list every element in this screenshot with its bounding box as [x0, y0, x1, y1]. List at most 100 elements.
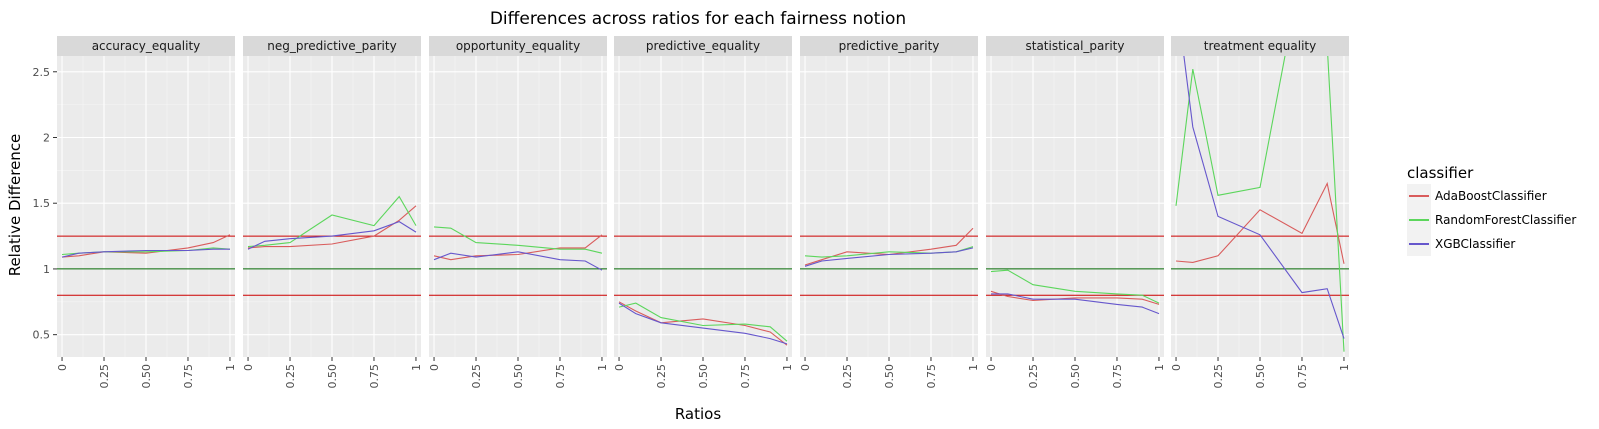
series-line: [61, 248, 230, 258]
series-line: [1175, 181, 1345, 264]
legend: classifier AdaBoostClassifier RandomFores…: [1407, 164, 1576, 256]
facet-strip-label: neg_predictive_parity: [267, 39, 396, 53]
x-tick-label: 0: [613, 364, 626, 371]
y-tick-label: 2: [43, 131, 50, 144]
facet-strip: [429, 36, 607, 56]
facet-panels: accuracy_equality 0 0.25 0.50 0.75 1 0.5 1 1.5 2 2…: [33, 36, 1351, 389]
x-tick-label: 0.75: [182, 364, 195, 389]
facet-panel: statistical_parity 0 0.25 0.50 0.75 1: [985, 36, 1166, 389]
y-tick-label: 1.5: [33, 197, 51, 210]
facet-panel: predictive_parity 0 0.25 0.50 0.75 1: [799, 36, 980, 389]
x-axis-title: Ratios: [675, 405, 722, 423]
series-line: [990, 269, 1160, 304]
x-tick-label: 0.25: [1212, 364, 1225, 389]
facet-strip: [986, 36, 1164, 56]
series-line: [1183, 56, 1345, 339]
facet-plot-content: [986, 56, 1164, 357]
facet-strip: [243, 36, 421, 56]
facet-panel: predictive_equality 0 0.25 0.50 0.75 1: [613, 36, 794, 389]
series-line: [618, 302, 788, 345]
facet-strip-label: predictive_parity: [839, 39, 940, 53]
series-line: [433, 251, 603, 271]
series-line: [433, 226, 603, 254]
series-line: [1175, 56, 1345, 352]
x-tick-label: 0.25: [655, 364, 668, 389]
facet-strip-label: treatment equality: [1204, 39, 1316, 53]
series-line: [804, 247, 974, 267]
x-tick-label: 0.25: [470, 364, 483, 389]
series-line: [247, 195, 417, 248]
x-tick-label: 0.25: [98, 364, 111, 389]
facet-panel: treatment equality 0 0.25 0.50 0.75 1: [1170, 36, 1351, 389]
x-tick-label: 1: [781, 364, 794, 371]
legend-entry: RandomForestClassifier: [1407, 208, 1576, 232]
series-line: [618, 301, 788, 346]
legend-label: XGBClassifier: [1435, 237, 1515, 251]
legend-label: RandomForestClassifier: [1435, 213, 1576, 227]
facet-strip-label: predictive_equality: [646, 39, 760, 53]
x-tick-label: 0: [242, 364, 255, 371]
x-tick-label: 0.75: [368, 364, 381, 389]
facet-strip: [800, 36, 978, 56]
x-tick-label: 0.25: [284, 364, 297, 389]
x-tick-label: 1: [224, 364, 237, 371]
facet-strip-label: accuracy_equality: [92, 39, 201, 53]
x-tick-label: 0: [985, 364, 998, 371]
x-tick-label: 0.75: [554, 364, 567, 389]
x-tick-label: 0.50: [1254, 364, 1267, 389]
x-tick-label: 1: [596, 364, 609, 371]
x-tick-label: 0: [799, 364, 812, 371]
x-tick-label: 0.50: [512, 364, 525, 389]
y-tick-label: 0.5: [33, 329, 51, 342]
x-tick-label: 1: [967, 364, 980, 371]
facet-plot-content: [243, 56, 421, 357]
chart-title: Differences across ratios for each fairn…: [490, 9, 906, 29]
facet-plot-content: [57, 56, 235, 357]
facet-strip: [1171, 36, 1349, 56]
x-tick-label: 1: [410, 364, 423, 371]
y-tick-label: 2.5: [33, 66, 51, 79]
x-tick-label: 0.75: [925, 364, 938, 389]
series-line: [991, 293, 1160, 315]
x-tick-label: 1: [1338, 364, 1351, 371]
legend-entry: AdaBoostClassifier: [1407, 184, 1547, 208]
facet-strip-label: opportunity_equality: [456, 39, 580, 53]
x-tick-label: 0.50: [697, 364, 710, 389]
series-line: [247, 220, 417, 250]
x-tick-label: 0.75: [1296, 364, 1309, 389]
facet-strip-label: statistical_parity: [1026, 39, 1125, 53]
y-tick-label: 1: [43, 263, 50, 276]
x-tick-label: 0: [428, 364, 441, 371]
x-tick-label: 0.50: [326, 364, 339, 389]
y-axis-title: Relative Difference: [6, 134, 24, 277]
x-tick-label: 0.50: [140, 364, 153, 389]
facet-plot-content: [1171, 56, 1349, 357]
x-tick-label: 0: [56, 364, 69, 371]
x-tick-label: 0.75: [1111, 364, 1124, 389]
series-line: [618, 302, 788, 342]
legend-title: classifier: [1407, 164, 1474, 182]
x-tick-label: 0.75: [739, 364, 752, 389]
series-line: [61, 234, 231, 258]
x-tick-label: 0.25: [841, 364, 854, 389]
facet-plot-content: [429, 56, 607, 357]
legend-entry: XGBClassifier: [1407, 232, 1515, 256]
series-line: [990, 290, 1160, 305]
facet-plot-content: [614, 56, 792, 357]
facet-plot-content: [800, 56, 978, 357]
legend-label: AdaBoostClassifier: [1435, 189, 1547, 203]
x-tick-label: 0.50: [883, 364, 896, 389]
facet-panel: accuracy_equality 0 0.25 0.50 0.75 1 0.5 1 1.5 2 2…: [33, 36, 237, 389]
series-line: [247, 205, 417, 249]
facet-strip: [57, 36, 235, 56]
x-tick-label: 1: [1153, 364, 1166, 371]
facet-panel: opportunity_equality 0 0.25 0.50 0.75 1: [428, 36, 609, 389]
legend-entries: AdaBoostClassifier RandomForestClassifier…: [1407, 184, 1576, 256]
series-line: [433, 234, 603, 261]
x-tick-label: 0: [1170, 364, 1183, 371]
x-tick-label: 0.25: [1027, 364, 1040, 389]
x-tick-label: 0.50: [1069, 364, 1082, 389]
facet-panel: neg_predictive_parity 0 0.25 0.50 0.75 1: [242, 36, 423, 389]
facet-strip: [614, 36, 792, 56]
